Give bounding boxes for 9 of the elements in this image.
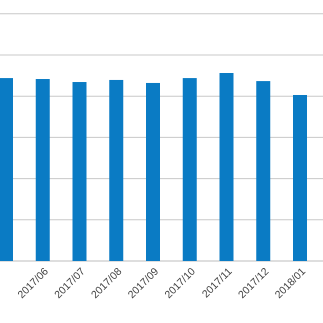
bar	[146, 82, 160, 261]
bar	[109, 80, 124, 261]
bar	[256, 81, 270, 261]
bar	[182, 78, 197, 261]
bar	[36, 79, 50, 261]
bar	[220, 73, 234, 261]
bar	[72, 82, 86, 261]
bar	[293, 94, 307, 261]
bar	[0, 78, 13, 261]
